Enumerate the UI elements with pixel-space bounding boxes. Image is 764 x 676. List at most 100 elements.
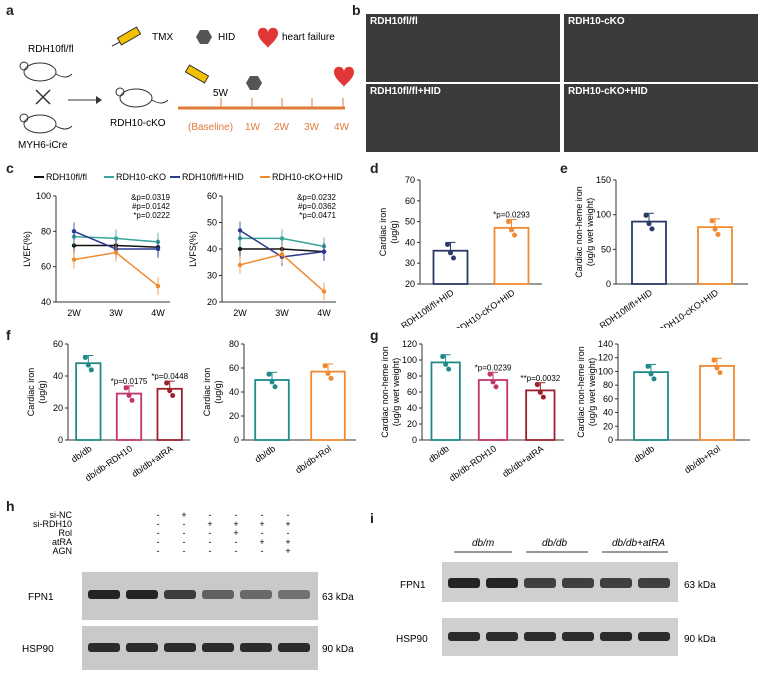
x-tick-label: 2W <box>233 308 247 318</box>
panel-label-c: c <box>6 160 14 176</box>
bar <box>633 371 669 441</box>
condition-label: Rol <box>58 528 72 538</box>
stat-annotation: #p=0.0362 <box>298 202 337 211</box>
blot-band <box>524 578 556 588</box>
stat-annotation: *p=0.0175 <box>111 377 148 386</box>
y-axis-unit: (ug/g wet weight) <box>391 358 401 427</box>
data-point <box>448 250 453 256</box>
cross-icon <box>35 89 51 105</box>
data-point <box>321 289 327 294</box>
data-point <box>648 371 654 377</box>
bar <box>631 220 667 285</box>
y-tick-label: 40 <box>53 371 63 381</box>
blot-band <box>638 578 670 588</box>
mouse-result-label: RDH10-cKO <box>110 118 166 129</box>
echo-image: RDH10-cKO+HID <box>564 84 758 152</box>
y-tick-label: 60 <box>603 394 613 404</box>
y-tick-label: 20 <box>229 411 239 421</box>
data-point <box>451 255 456 261</box>
y-axis-label: Cardiac iron <box>378 208 388 257</box>
x-tick-label: RDH10fl/fl+HID <box>598 287 655 328</box>
bar <box>477 379 509 441</box>
condition-sign: - <box>183 528 186 538</box>
arrow-head <box>96 96 102 104</box>
data-point <box>85 362 91 368</box>
legend-entry: RDH10-cKO+HID <box>272 172 343 182</box>
condition-sign: - <box>209 546 212 556</box>
bar <box>432 249 469 285</box>
bar <box>75 362 102 441</box>
stat-annotation: *p=0.0293 <box>493 210 530 219</box>
stat-annotation: &p=0.0319 <box>131 193 170 202</box>
data-point <box>126 393 132 399</box>
y-tick-label: 0 <box>412 435 417 445</box>
stat-annotation: #p=0.0142 <box>132 202 171 211</box>
panel-label-g: g <box>370 327 379 343</box>
bar <box>697 226 733 285</box>
blot-name: HSP90 <box>22 644 54 655</box>
condition-sign: + <box>181 510 186 520</box>
data-point <box>493 384 499 390</box>
blot-band <box>202 590 234 599</box>
panel-label-h: h <box>6 498 15 514</box>
echo-caption: RDH10-cKO <box>568 16 625 27</box>
data-point <box>512 232 517 238</box>
blot-band <box>562 578 594 588</box>
y-tick-label: 30 <box>405 258 415 268</box>
condition-sign: - <box>261 510 264 520</box>
x-tick-label: db/db <box>632 443 656 464</box>
blot-name: FPN1 <box>28 592 54 603</box>
y-tick-label: 60 <box>407 387 417 397</box>
panel-f-right-bar-chart: 0 20 40 60 80 Cardiac iron (ug/g) db/db db/db+Ro… <box>202 339 356 475</box>
y-axis-unit: (ug/g wet weight) <box>585 198 595 267</box>
blot-band <box>240 643 272 652</box>
y-axis-label: Cardiac non-heme iron <box>380 346 390 438</box>
y-tick-label: 60 <box>207 191 217 201</box>
y-tick-label: 60 <box>229 363 239 373</box>
echo-caption: RDH10fl/fl <box>370 16 418 27</box>
blot-band <box>562 632 594 641</box>
condition-sign: - <box>287 510 290 520</box>
data-point <box>167 388 173 394</box>
y-tick-label: 40 <box>405 237 415 247</box>
condition-sign: - <box>261 546 264 556</box>
y-tick-label: 120 <box>598 353 613 363</box>
y-tick-label: 40 <box>603 408 613 418</box>
blot-band <box>278 643 310 652</box>
x-tick-label: db/db+atRA <box>501 443 546 479</box>
x-tick-label: 2W <box>67 308 81 318</box>
panel-d-bar-chart: 20 30 40 50 60 70 Cardiac iron (ug/g) RDH10fl/fl… <box>378 175 542 328</box>
y-tick-label: 0 <box>234 435 239 445</box>
y-tick-label: 120 <box>402 339 417 349</box>
bar <box>430 361 461 441</box>
x-tick-label: db/db <box>69 443 93 464</box>
x-tick-label: RDH10-cKO+HID <box>453 287 517 328</box>
y-axis-unit: (ug/g) <box>37 380 47 404</box>
blot-band <box>448 632 480 641</box>
y-tick-label: 100 <box>598 366 613 376</box>
y-tick-label: 30 <box>207 271 217 281</box>
heart-icon <box>334 66 354 87</box>
x-tick-label: 4W <box>317 308 331 318</box>
stat-annotation: *p=0.0239 <box>475 363 512 372</box>
data-point <box>651 376 657 382</box>
data-point <box>490 379 496 385</box>
data-point <box>506 219 511 225</box>
panel-e-bar-chart: 0 50 100 150 Cardiac non-heme iron (ug/g wet … <box>574 175 748 328</box>
blot-name: FPN1 <box>400 580 426 591</box>
y-axis-unit: (ug/g wet weight) <box>587 358 597 427</box>
condition-sign: - <box>209 537 212 547</box>
data-point <box>88 367 94 373</box>
x-tick-label: db/db-RDH10 <box>447 443 498 483</box>
blot-band <box>638 632 670 641</box>
data-point <box>711 357 717 363</box>
y-tick-label: 80 <box>229 339 239 349</box>
data-point <box>649 226 655 232</box>
condition-sign: - <box>157 546 160 556</box>
echo-image: RDH10fl/fl <box>366 14 560 82</box>
data-point <box>266 371 272 377</box>
x-tick-label: 3W <box>275 308 289 318</box>
legend-entry: RDH10-cKO <box>116 172 166 182</box>
echo-caption: RDH10-cKO+HID <box>568 86 648 97</box>
